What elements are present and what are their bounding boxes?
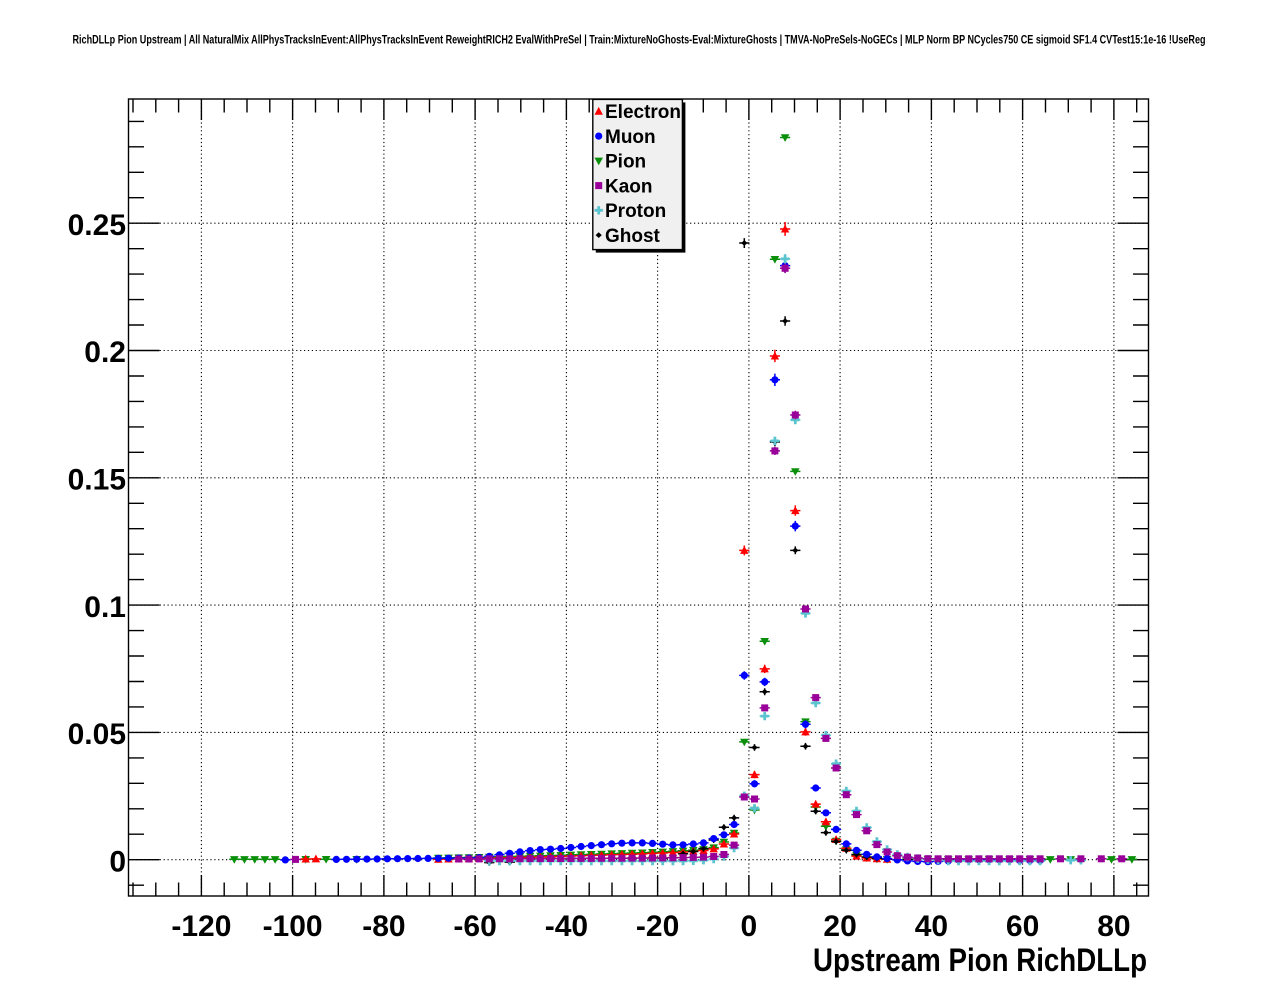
- svg-text:0.05: 0.05: [68, 718, 126, 751]
- svg-text:60: 60: [1006, 910, 1039, 943]
- svg-text:0: 0: [741, 910, 758, 943]
- svg-text:-20: -20: [636, 910, 679, 943]
- svg-text:-120: -120: [171, 910, 231, 943]
- svg-text:0.1: 0.1: [84, 591, 126, 624]
- svg-text:Proton: Proton: [605, 201, 666, 222]
- svg-text:Ghost: Ghost: [605, 226, 661, 247]
- svg-text:-100: -100: [263, 910, 323, 943]
- svg-text:Upstream Pion RichDLLp: Upstream Pion RichDLLp: [813, 942, 1147, 978]
- svg-text:Pion: Pion: [605, 152, 646, 173]
- svg-text:80: 80: [1097, 910, 1130, 943]
- svg-text:-80: -80: [362, 910, 405, 943]
- svg-text:0: 0: [109, 845, 126, 878]
- svg-text:Electron: Electron: [605, 102, 681, 123]
- svg-text:Muon: Muon: [605, 127, 656, 148]
- svg-text:-40: -40: [545, 910, 588, 943]
- svg-text:0.2: 0.2: [84, 336, 126, 369]
- svg-text:40: 40: [915, 910, 948, 943]
- svg-text:0.15: 0.15: [68, 464, 126, 497]
- svg-text:RichDLLp Pion Upstream | All N: RichDLLp Pion Upstream | All NaturalMix …: [73, 32, 1206, 46]
- svg-text:20: 20: [823, 910, 856, 943]
- svg-text:Kaon: Kaon: [605, 176, 653, 197]
- svg-text:-60: -60: [453, 910, 496, 943]
- svg-text:0.25: 0.25: [68, 209, 126, 242]
